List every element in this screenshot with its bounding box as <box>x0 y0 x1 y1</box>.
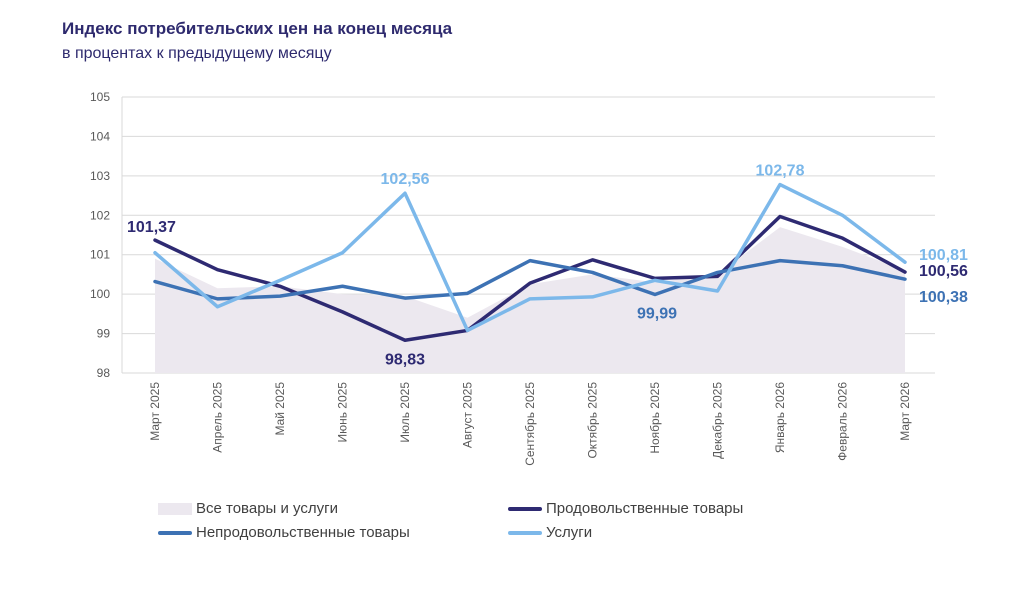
y-tick-label: 102 <box>90 208 110 222</box>
x-tick-label: Январь 2026 <box>773 382 787 453</box>
x-tick-label: Март 2025 <box>148 382 162 441</box>
y-tick-label: 99 <box>97 327 111 341</box>
x-tick-label: Июль 2025 <box>398 382 412 443</box>
x-tick-label: Март 2026 <box>898 382 912 441</box>
x-tick-label: Май 2025 <box>273 382 287 436</box>
legend-label-nonfood: Непродовольственные товары <box>196 524 410 541</box>
y-tick-label: 98 <box>97 366 111 380</box>
x-tick-label: Декабрь 2025 <box>711 382 725 459</box>
data-label: 102,78 <box>756 163 805 180</box>
data-label: 101,37 <box>127 219 176 236</box>
series-line-3 <box>153 182 907 333</box>
chart-title: Индекс потребительских цен на конец меся… <box>62 19 453 38</box>
legend-item-nonfood: Непродовольственные товары <box>158 524 410 541</box>
data-label: 98,83 <box>385 351 425 368</box>
y-tick-label: 103 <box>90 169 110 183</box>
x-tick-label: Сентябрь 2025 <box>523 382 537 466</box>
x-tick-label: Октябрь 2025 <box>586 382 600 459</box>
x-tick-label: Апрель 2025 <box>211 382 225 453</box>
data-label: 99,99 <box>637 306 677 323</box>
chart-subtitle: в процентах к предыдущему месяцу <box>62 45 332 62</box>
legend-label-services: Услуги <box>546 524 593 541</box>
legend-label-food: Продовольственные товары <box>546 500 744 517</box>
x-tick-label: Февраль 2026 <box>836 382 850 461</box>
data-label: 102,56 <box>381 171 430 188</box>
legend-swatch-nonfood <box>158 530 192 535</box>
data-label: 100,38 <box>919 289 968 306</box>
legend-swatch-all <box>158 502 192 515</box>
y-tick-label: 100 <box>90 287 110 301</box>
y-tick-label: 104 <box>90 129 110 143</box>
series-line-1 <box>153 214 907 343</box>
legend-item-food: Продовольственные товары <box>508 500 743 517</box>
legend-label-all: Все товары и услуги <box>196 500 338 517</box>
data-label: 100,81 <box>919 247 968 264</box>
y-tick-label: 101 <box>90 248 110 262</box>
data-label: 100,56 <box>919 263 968 280</box>
x-tick-label: Август 2025 <box>461 382 475 448</box>
y-tick-label: 105 <box>90 90 110 104</box>
legend-item-all: Все товары и услуги <box>158 500 338 517</box>
legend-swatch-services <box>508 530 542 535</box>
series-line-2 <box>153 258 907 301</box>
x-tick-label: Ноябрь 2025 <box>648 382 662 454</box>
legend-item-services: Услуги <box>508 524 592 541</box>
legend-swatch-food <box>508 506 542 511</box>
x-tick-label: Июнь 2025 <box>336 382 350 443</box>
